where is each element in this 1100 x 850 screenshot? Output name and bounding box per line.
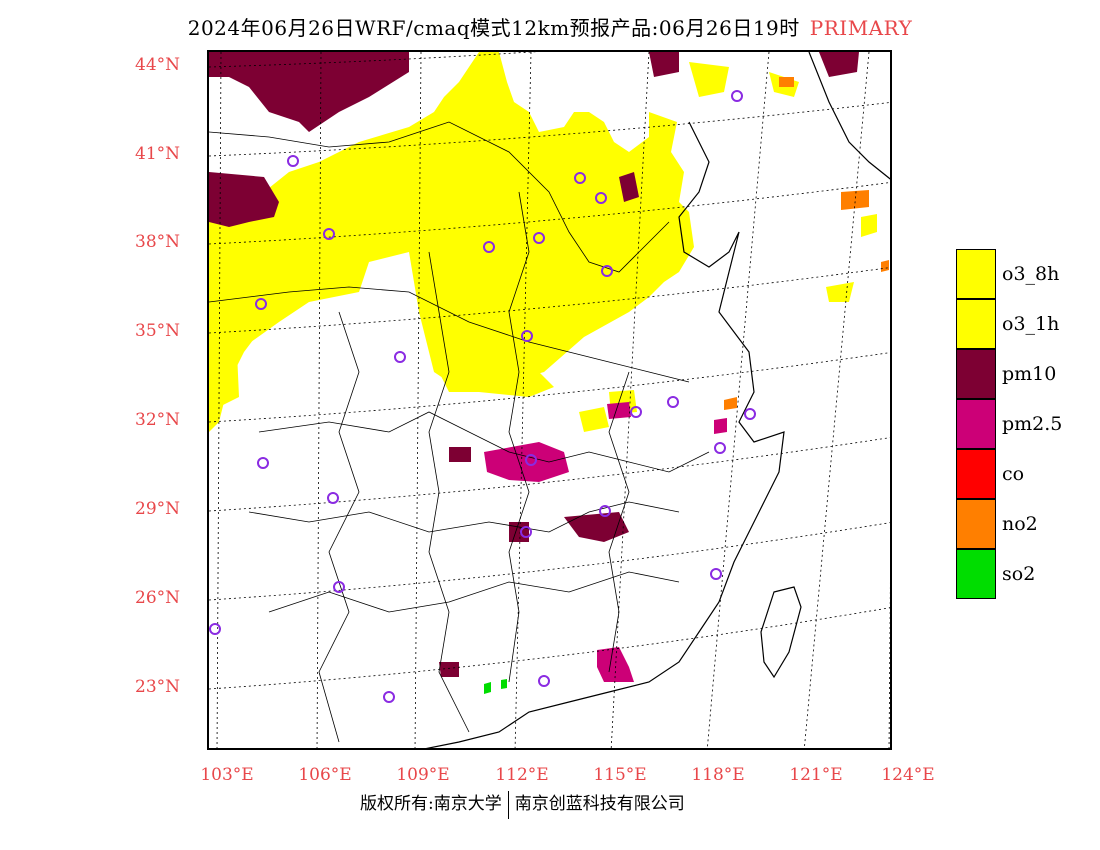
site-marker [595, 192, 607, 204]
graticule [209, 52, 890, 748]
legend-item-so2: so2 [956, 549, 1096, 599]
site-marker [209, 623, 221, 635]
site-marker [714, 442, 726, 454]
lon-label-103: 103°E [200, 765, 254, 785]
site-marker [520, 526, 532, 538]
lon-label-115: 115°E [593, 765, 647, 785]
legend-label: pm2.5 [1002, 413, 1063, 435]
lon-label-106: 106°E [298, 765, 352, 785]
legend-item-co: co [956, 449, 1096, 499]
lon-label-124: 124°E [881, 765, 935, 785]
site-marker [710, 568, 722, 580]
lon-label-112: 112°E [495, 765, 549, 785]
site-marker [327, 492, 339, 504]
site-marker [533, 232, 545, 244]
title-primary-tag: PRIMARY [809, 16, 913, 40]
legend-item-o3-1h: o3_1h [956, 299, 1096, 349]
copyright-left: 版权所有:南京大学 [360, 794, 502, 814]
legend-swatch [956, 499, 996, 549]
site-marker [601, 265, 613, 277]
legend-item-pm25: pm2.5 [956, 399, 1096, 449]
site-marker [323, 228, 335, 240]
lat-label-23: 23°N [135, 677, 181, 697]
map-panel [207, 50, 892, 750]
site-marker [731, 90, 743, 102]
title-main: 2024年06月26日WRF/cmaq模式12km预报产品:06月26日19时 [187, 16, 800, 40]
no2-region [724, 77, 889, 410]
pm10-region [209, 52, 859, 677]
pollutant-map [209, 52, 890, 748]
legend-swatch [956, 549, 996, 599]
site-marker [257, 457, 269, 469]
copyright-footer: 版权所有:南京大学 南京创蓝科技有限公司 [360, 789, 685, 819]
legend-label: co [1002, 463, 1025, 485]
site-marker [744, 408, 756, 420]
legend-label: o3_8h [1002, 263, 1060, 285]
site-marker [333, 581, 345, 593]
legend-item-pm10: pm10 [956, 349, 1096, 399]
province-boundaries [209, 121, 710, 743]
lat-label-32: 32°N [135, 410, 181, 430]
footer-divider [507, 790, 509, 819]
legend: o3_8h o3_1h pm10 pm2.5 co no2 so2 [956, 249, 1096, 599]
lat-label-35: 35°N [135, 321, 181, 341]
legend-label: pm10 [1002, 363, 1057, 385]
site-marker [521, 330, 533, 342]
site-marker [255, 298, 267, 310]
lat-label-44: 44°N [135, 55, 181, 75]
legend-swatch [956, 349, 996, 399]
lon-label-118: 118°E [691, 765, 745, 785]
site-marker [287, 155, 299, 167]
lon-label-121: 121°E [789, 765, 843, 785]
site-markers [209, 90, 756, 703]
copyright-right: 南京创蓝科技有限公司 [514, 794, 685, 814]
coastline [425, 52, 890, 748]
lat-label-38: 38°N [135, 232, 181, 252]
site-marker [383, 691, 395, 703]
lat-label-26: 26°N [135, 588, 181, 608]
lat-label-41: 41°N [135, 144, 181, 164]
site-marker [630, 406, 642, 418]
site-marker [599, 505, 611, 517]
lat-label-29: 29°N [135, 499, 181, 519]
site-marker [574, 172, 586, 184]
lon-label-109: 109°E [396, 765, 450, 785]
legend-label: no2 [1002, 513, 1038, 535]
site-marker [538, 675, 550, 687]
legend-item-no2: no2 [956, 499, 1096, 549]
legend-label: o3_1h [1002, 313, 1060, 335]
legend-item-o3-8h: o3_8h [956, 249, 1096, 299]
site-marker [483, 241, 495, 253]
so2-region [484, 679, 507, 694]
site-marker [394, 351, 406, 363]
site-marker [667, 396, 679, 408]
legend-swatch [956, 299, 996, 349]
legend-label: so2 [1002, 563, 1036, 585]
legend-swatch [956, 249, 996, 299]
legend-swatch [956, 399, 996, 449]
legend-swatch [956, 449, 996, 499]
map-title: 2024年06月26日WRF/cmaq模式12km预报产品:06月26日19时 P… [0, 12, 1100, 41]
site-marker [525, 454, 537, 466]
